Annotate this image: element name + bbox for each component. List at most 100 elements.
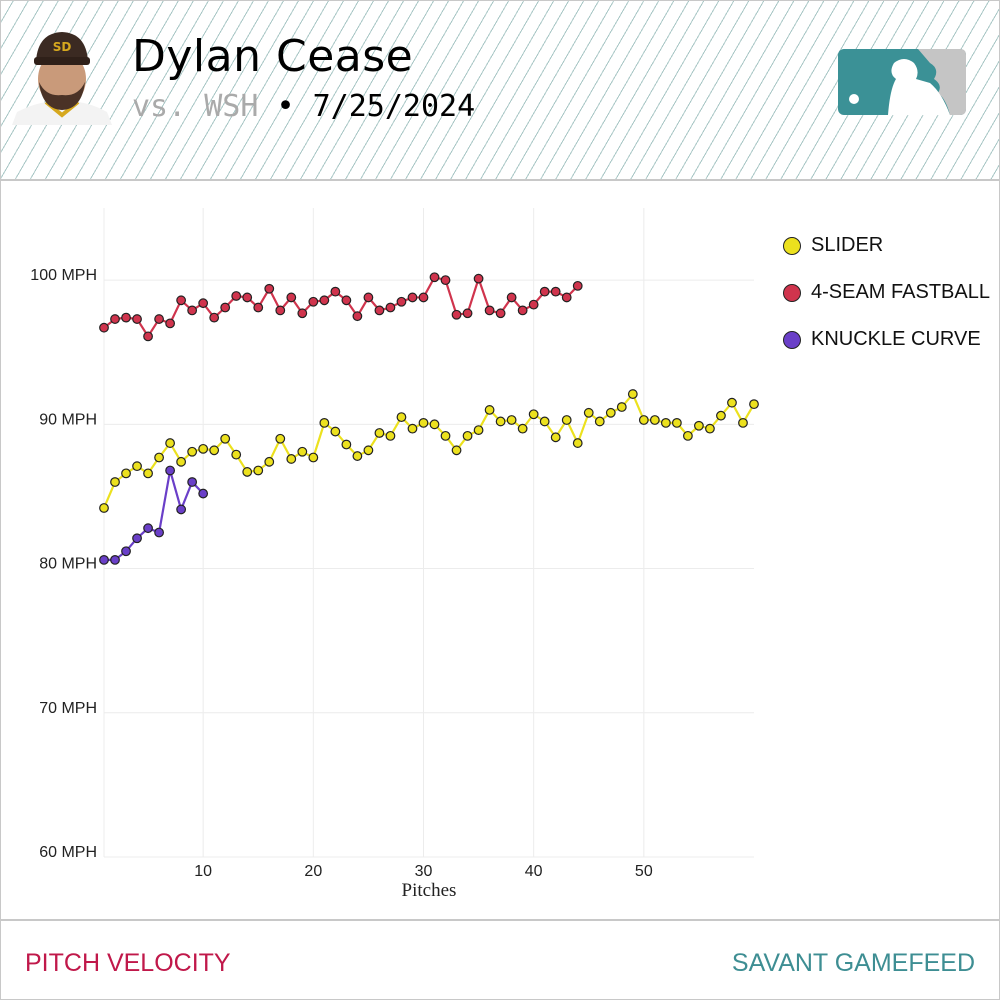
legend: SLIDER 4-SEAM FASTBALL KNUCKLE CURVE (783, 222, 990, 363)
series-layer (99, 272, 759, 565)
data-point (495, 416, 506, 427)
data-point (286, 454, 297, 464)
data-point (231, 291, 242, 301)
data-point (561, 292, 572, 303)
data-point (264, 456, 275, 467)
data-point (363, 445, 374, 456)
series-line-1 (103, 275, 579, 339)
data-point (396, 296, 407, 307)
data-point (165, 465, 176, 476)
data-point (121, 546, 131, 557)
data-point (716, 410, 726, 421)
data-point (143, 468, 153, 479)
y-tick-label: 90 MPH (39, 411, 97, 428)
legend-label: 4-SEAM FASTBALL (811, 281, 990, 303)
data-point (143, 331, 153, 342)
x-tick-label: 30 (415, 863, 433, 880)
data-point (253, 302, 264, 313)
data-point (682, 430, 693, 441)
data-point (738, 417, 748, 428)
data-point (561, 415, 572, 425)
data-point (286, 292, 297, 303)
data-point (517, 423, 528, 434)
legend-label: SLIDER (811, 234, 884, 256)
data-point (539, 286, 550, 297)
data-point (275, 305, 286, 316)
legend-item: SLIDER (783, 222, 990, 269)
y-tick-label: 80 MPH (39, 556, 97, 573)
legend-swatch (783, 283, 801, 302)
data-point (308, 452, 319, 463)
data-point (132, 461, 142, 472)
data-point (451, 445, 462, 456)
data-point (429, 419, 440, 430)
data-point (396, 412, 407, 423)
data-point (451, 309, 462, 320)
legend-item: KNUCKLE CURVE (783, 316, 990, 363)
data-point (242, 467, 253, 477)
data-point (385, 430, 396, 441)
data-point (176, 456, 187, 467)
data-point (231, 449, 242, 460)
data-point (253, 465, 264, 476)
data-point (308, 296, 319, 307)
data-point (99, 503, 109, 513)
data-point (121, 468, 131, 479)
data-point (110, 477, 120, 487)
data-point (220, 302, 231, 313)
svg-text:SD: SD (53, 40, 72, 54)
data-point (341, 439, 352, 450)
data-point (132, 533, 142, 544)
data-point (462, 430, 473, 441)
data-point (694, 420, 704, 431)
data-point (209, 312, 220, 323)
data-point (330, 286, 341, 297)
data-point (616, 402, 627, 412)
x-tick-label: 20 (304, 863, 322, 880)
legend-swatch (783, 330, 801, 349)
y-tick-label: 100 MPH (30, 267, 97, 284)
data-point (330, 426, 341, 437)
data-point (99, 555, 109, 565)
game-date: 7/25/2024 (312, 89, 476, 124)
data-point (660, 417, 671, 428)
data-point (627, 389, 638, 399)
data-point (528, 299, 539, 310)
data-point (550, 432, 561, 443)
data-point (220, 433, 231, 444)
data-point (418, 417, 429, 428)
data-point (506, 292, 517, 303)
data-point (319, 417, 330, 428)
y-tick-label: 70 MPH (39, 700, 97, 717)
data-point (705, 423, 715, 434)
data-point (473, 425, 484, 436)
data-point (495, 308, 506, 319)
data-point (473, 273, 484, 284)
series-line-2 (104, 470, 204, 562)
mlb-logo (838, 49, 966, 115)
data-point (440, 430, 451, 441)
data-point (110, 314, 120, 324)
opponent: vs. WSH (132, 89, 259, 124)
footer-title: PITCH VELOCITY (25, 949, 231, 977)
data-point (429, 272, 440, 283)
data-point (264, 283, 275, 294)
data-point (187, 446, 198, 457)
data-point (517, 305, 528, 316)
data-point (749, 399, 759, 410)
data-point (198, 443, 209, 454)
data-point (110, 555, 120, 565)
data-point (341, 295, 352, 306)
data-point (649, 415, 660, 425)
data-point (352, 451, 363, 461)
data-point (352, 311, 363, 322)
data-point (407, 292, 418, 303)
data-point (727, 397, 737, 408)
data-point (165, 318, 176, 329)
data-point (209, 445, 220, 456)
data-point (385, 302, 396, 313)
data-point (506, 415, 517, 425)
data-point (528, 409, 539, 420)
data-point (242, 292, 253, 303)
